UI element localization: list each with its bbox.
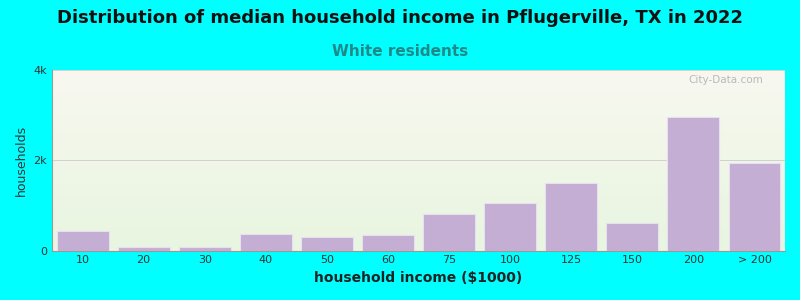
Text: White residents: White residents: [332, 44, 468, 59]
Text: Distribution of median household income in Pflugerville, TX in 2022: Distribution of median household income …: [57, 9, 743, 27]
Text: City-Data.com: City-Data.com: [688, 75, 763, 85]
Bar: [667, 117, 719, 250]
Y-axis label: households: households: [15, 125, 28, 196]
Bar: [484, 203, 536, 250]
Bar: [118, 248, 170, 250]
Bar: [178, 247, 230, 250]
Bar: [301, 238, 353, 250]
Bar: [546, 183, 597, 250]
Bar: [240, 234, 292, 250]
Bar: [362, 235, 414, 250]
Bar: [729, 163, 781, 250]
Bar: [57, 231, 109, 250]
Bar: [423, 214, 475, 250]
X-axis label: household income ($1000): household income ($1000): [314, 271, 522, 285]
Bar: [606, 223, 658, 250]
